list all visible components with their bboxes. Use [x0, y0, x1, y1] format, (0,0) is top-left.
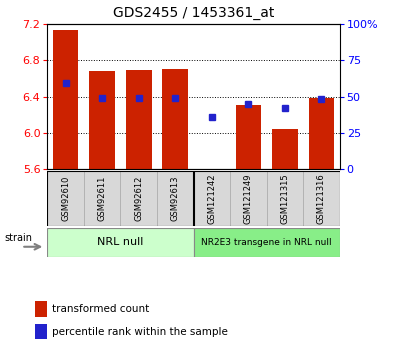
Bar [35, 324, 47, 339]
Bar [308, 98, 334, 169]
Bar [126, 70, 152, 169]
Bar [303, 171, 340, 226]
Bar [89, 71, 115, 169]
Text: GSM92611: GSM92611 [98, 176, 107, 221]
Text: transformed count: transformed count [53, 304, 150, 314]
Bar [194, 228, 340, 257]
Bar [120, 171, 157, 226]
Bar [157, 171, 194, 226]
Bar [47, 228, 194, 257]
Bar [230, 171, 267, 226]
Bar [47, 171, 84, 226]
Bar [272, 129, 298, 169]
Text: NR2E3 transgene in NRL null: NR2E3 transgene in NRL null [201, 238, 332, 247]
Bar [199, 169, 225, 172]
Bar [194, 171, 230, 226]
Bar [267, 171, 303, 226]
Text: GSM121315: GSM121315 [280, 173, 290, 224]
Text: GSM92612: GSM92612 [134, 176, 143, 221]
Text: strain: strain [4, 233, 32, 243]
Bar [35, 301, 47, 317]
Text: GSM92613: GSM92613 [171, 176, 180, 221]
Bar [53, 30, 79, 169]
Text: GSM121242: GSM121242 [207, 173, 216, 224]
Text: GSM121249: GSM121249 [244, 173, 253, 224]
Text: NRL null: NRL null [97, 237, 144, 247]
Text: percentile rank within the sample: percentile rank within the sample [53, 327, 228, 337]
Bar [235, 105, 261, 169]
Title: GDS2455 / 1453361_at: GDS2455 / 1453361_at [113, 6, 274, 20]
Bar [162, 69, 188, 169]
Bar [84, 171, 120, 226]
Text: GSM121316: GSM121316 [317, 173, 326, 224]
Text: GSM92610: GSM92610 [61, 176, 70, 221]
